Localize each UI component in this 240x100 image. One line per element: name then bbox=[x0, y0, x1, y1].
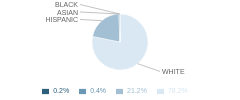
svg-text:ASIAN: ASIAN bbox=[57, 9, 78, 16]
svg-text:BLACK: BLACK bbox=[55, 1, 78, 8]
svg-text:WHITE: WHITE bbox=[162, 68, 185, 75]
html-text:0.4%: 0.4% bbox=[90, 87, 107, 94]
html-text:0.2%: 0.2% bbox=[53, 87, 70, 94]
html-text:21.2%: 21.2% bbox=[127, 87, 147, 94]
svg-text:HISPANIC: HISPANIC bbox=[45, 16, 78, 23]
html-text:78.2%: 78.2% bbox=[168, 87, 188, 94]
